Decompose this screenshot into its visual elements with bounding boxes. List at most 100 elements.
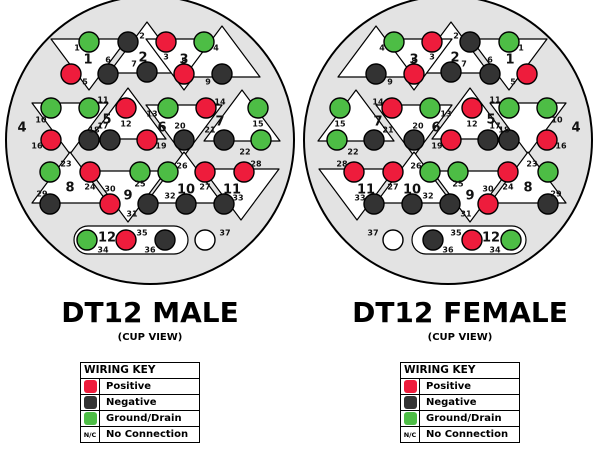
- pin-label-4: 4: [379, 44, 385, 53]
- pin-16: [536, 129, 558, 151]
- group-label-10: 10: [403, 183, 421, 198]
- pin-35: [115, 229, 137, 251]
- pin-18: [99, 129, 121, 151]
- pin-13: [419, 97, 441, 119]
- pin-36: [154, 229, 176, 251]
- female-connector: 1234567891011121314151617181920212223242…: [303, 0, 593, 285]
- ground-swatch: [83, 412, 97, 425]
- wiring-key-label: Ground/Drain: [106, 413, 182, 424]
- group-label-6: 6: [431, 121, 440, 136]
- pin-36: [422, 229, 444, 251]
- pin-11: [498, 97, 520, 119]
- pin-label-6: 6: [105, 56, 111, 65]
- pin-label-24: 24: [84, 183, 96, 192]
- pin-14: [195, 97, 217, 119]
- pin-label-30: 30: [482, 185, 494, 194]
- pin-label-33: 33: [232, 194, 243, 203]
- positive-swatch: [403, 380, 417, 393]
- pin-label-22: 22: [347, 148, 358, 157]
- wiring-key-label: Positive: [106, 381, 152, 392]
- pin-label-34: 34: [97, 246, 109, 255]
- pin-33: [363, 193, 385, 215]
- pin-label-27: 27: [199, 183, 210, 192]
- pin-label-14: 14: [372, 98, 384, 107]
- wiring-key-title: WIRING KEY: [401, 363, 519, 379]
- pin-label-35: 35: [136, 229, 148, 238]
- pin-17: [78, 129, 100, 151]
- pin-7: [440, 61, 462, 83]
- pin-label-29: 29: [36, 190, 48, 199]
- wiring-key-label: Positive: [426, 381, 472, 392]
- pin-29: [39, 193, 61, 215]
- pin-21: [213, 129, 235, 151]
- pin-label-29: 29: [550, 190, 562, 199]
- wiring-key-label: Ground/Drain: [426, 413, 502, 424]
- ground-swatch: [403, 412, 417, 425]
- pin-5: [60, 63, 82, 85]
- pin-9: [365, 63, 387, 85]
- pin-37: [382, 229, 404, 251]
- pin-15: [247, 97, 269, 119]
- pin-label-20: 20: [174, 122, 186, 131]
- pin-label-4: 4: [213, 44, 219, 53]
- pin-11: [78, 97, 100, 119]
- wiring-key-label: No Connection: [426, 429, 509, 440]
- pin-20: [403, 129, 425, 151]
- pin-8: [173, 63, 195, 85]
- pin-label-27: 27: [387, 183, 398, 192]
- wiring-key-row-ground: Ground/Drain: [401, 411, 519, 427]
- pin-label-1: 1: [518, 44, 524, 53]
- pin-label-16: 16: [555, 142, 567, 151]
- pin-32: [175, 193, 197, 215]
- pin-label-19: 19: [431, 142, 443, 151]
- pin-30: [99, 193, 121, 215]
- pin-34: [500, 229, 522, 251]
- wiring-key-row-positive: Positive: [81, 379, 199, 395]
- negative-swatch: [83, 396, 97, 409]
- pin-4: [383, 31, 405, 53]
- female-subtitle: (CUP VIEW): [427, 332, 493, 343]
- group-label-1: 1: [83, 53, 92, 68]
- group-label-12: 12: [98, 231, 116, 246]
- pin-label-3: 3: [163, 53, 169, 62]
- pin-13: [157, 97, 179, 119]
- pin-label-8: 8: [181, 57, 187, 66]
- wiring-key-row-nc: N/C No Connection: [81, 427, 199, 442]
- group-label-5: 5: [102, 113, 111, 128]
- pin-label-5: 5: [510, 78, 516, 87]
- group-label-9: 9: [465, 189, 474, 204]
- pin-18: [477, 129, 499, 151]
- pin-19: [136, 129, 158, 151]
- pin-2: [117, 31, 139, 53]
- wiring-key-row-negative: Negative: [81, 395, 199, 411]
- group-label-3: 3: [179, 53, 188, 68]
- pin-15: [329, 97, 351, 119]
- pin-label-24: 24: [502, 183, 514, 192]
- group-label-9: 9: [123, 189, 132, 204]
- pin-label-2: 2: [453, 32, 459, 41]
- wiring-key-label: No Connection: [106, 429, 189, 440]
- pin-9: [211, 63, 233, 85]
- pin-14: [381, 97, 403, 119]
- pin-label-11: 11: [489, 96, 501, 105]
- group-label-11: 11: [357, 183, 375, 198]
- pin-6: [479, 63, 501, 85]
- pin-21: [363, 129, 385, 151]
- pin-4: [193, 31, 215, 53]
- pin-37: [194, 229, 216, 251]
- pin-label-26: 26: [410, 162, 422, 171]
- pin-label-32: 32: [422, 192, 433, 201]
- pin-35: [461, 229, 483, 251]
- pin-label-31: 31: [460, 210, 472, 219]
- pin-label-1: 1: [74, 44, 80, 53]
- wiring-key-label: Negative: [106, 397, 157, 408]
- positive-swatch: [83, 380, 97, 393]
- pin-label-36: 36: [442, 246, 454, 255]
- pin-label-9: 9: [387, 78, 393, 87]
- group-label-3: 3: [409, 53, 418, 68]
- pin-label-25: 25: [452, 180, 464, 189]
- negative-swatch: [403, 396, 417, 409]
- group-label-2: 2: [450, 51, 459, 66]
- pin-label-20: 20: [412, 122, 424, 131]
